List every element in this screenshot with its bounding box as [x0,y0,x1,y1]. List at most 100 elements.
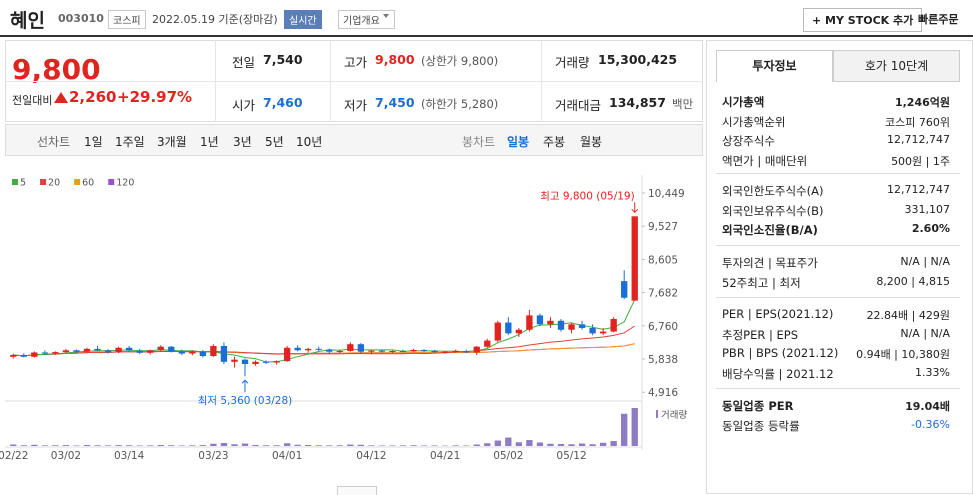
section-divider [716,173,960,174]
candle-body [358,344,364,352]
volume-bar [189,445,195,446]
candle-body [295,348,301,351]
period-tab[interactable]: 3년 [233,133,252,150]
legend-label: 120 [116,178,134,189]
period-tab[interactable]: 3개월 [157,133,187,150]
volume-bar [474,445,480,446]
volume-bar [347,445,353,446]
candle-tab[interactable]: 일봉 [507,133,529,150]
section-divider [716,297,960,298]
summary-label: 전일 [232,52,255,71]
volume-bar [495,441,501,446]
high-arrow [632,202,638,212]
candle-body [389,351,395,352]
x-tick-label: 05/12 [556,450,586,462]
candle-body [263,362,269,363]
x-tick-label: 03/14 [114,450,145,462]
period-tab[interactable]: 5년 [265,133,284,150]
volume-bar [31,445,37,446]
volume-bar [84,445,90,446]
candle-body [84,349,90,352]
change-rate: +29.97% [117,88,192,106]
info-label: 액면가 | 매매단위 [722,153,807,169]
legend-swatch [74,179,80,185]
dropdown-caret [383,14,389,18]
volume-legend-swatch [656,410,658,418]
y-tick-label: 7,682 [648,288,678,300]
candle-body [52,352,58,353]
info-value: N/A | N/A [900,255,950,268]
candle-body [368,351,374,352]
candle-body [10,355,16,357]
volume-bar [242,444,248,446]
volume-bar [484,443,490,446]
info-value: 2.60% [912,222,950,235]
period-tab[interactable]: 10년 [296,133,322,150]
realtime-badge[interactable]: 실시간 [284,10,322,29]
volume-bar [516,442,522,446]
candle-body [632,216,638,300]
candle-body [252,362,258,364]
volume-bar [147,445,153,446]
info-tab[interactable]: 투자정보 [716,50,833,82]
period-tab[interactable]: 1일 [84,133,103,150]
low-annotation: 최저 5,360 (03/28) [198,395,293,407]
summary-value: 7,540 [263,52,303,67]
company-info-dropdown[interactable]: 기업개요 [338,10,395,29]
volume-bar [526,440,532,446]
candle-body [537,315,543,324]
x-tick-label: 03/02 [51,450,81,462]
candle-body [242,360,248,364]
summary-label: 거래량 [555,52,590,71]
volume-bar [453,445,459,446]
info-label: PBR | BPS (2021.12) [722,346,838,360]
summary-value: 134,857 [609,95,666,110]
x-tick-label: 04/12 [356,450,386,462]
candle-body [168,347,174,352]
add-my-stock-button[interactable]: + MY STOCK 추가 [803,8,922,32]
candle-body [621,281,627,298]
table-divider [330,40,331,122]
volume-bar [358,445,364,446]
candle-body [484,341,490,347]
info-label: 동일업종 등락률 [722,418,800,434]
candle-body [589,328,595,333]
table-divider [215,40,216,122]
candle-body [558,321,564,330]
volume-bar [252,445,258,446]
info-label: 상장주식수 [722,133,775,149]
volume-bar [547,444,553,446]
info-value: 0.94배 | 10,380원 [856,346,950,362]
volume-bar [589,444,595,446]
info-label: 동일업종 PER [722,398,793,414]
info-tab[interactable]: 호가 10단계 [833,50,960,82]
period-tab[interactable]: 1년 [200,133,219,150]
info-value: 331,107 [905,203,951,216]
info-value: 코스피 760위 [885,114,950,130]
candle-body [611,319,617,332]
volume-bar [63,445,69,446]
candle-body [410,350,416,351]
candle-body [63,350,69,352]
candle-body [337,351,343,352]
quick-order[interactable]: 빠른주문 [918,11,958,27]
candle-tab[interactable]: 주봉 [543,133,565,150]
legend-swatch [108,179,114,185]
candle-body [579,324,585,328]
y-tick-label: 6,760 [648,321,678,333]
summary-value: 7,450 [375,95,415,110]
info-value: 500원 | 1주 [891,153,950,169]
summary-note: (하한가 5,280) [421,96,498,112]
period-tab[interactable]: 1주일 [115,133,145,150]
volume-bar [568,444,574,446]
x-tick-label: 04/01 [272,450,302,462]
candle-body [421,350,427,351]
info-value: 1,246억원 [895,94,950,110]
volume-bar [231,444,237,446]
summary-value: 9,800 [375,52,415,67]
candle-tab[interactable]: 월봉 [580,133,602,150]
info-value: -0.36% [911,418,950,431]
volume-bar [326,445,332,446]
volume-bar [337,445,343,446]
